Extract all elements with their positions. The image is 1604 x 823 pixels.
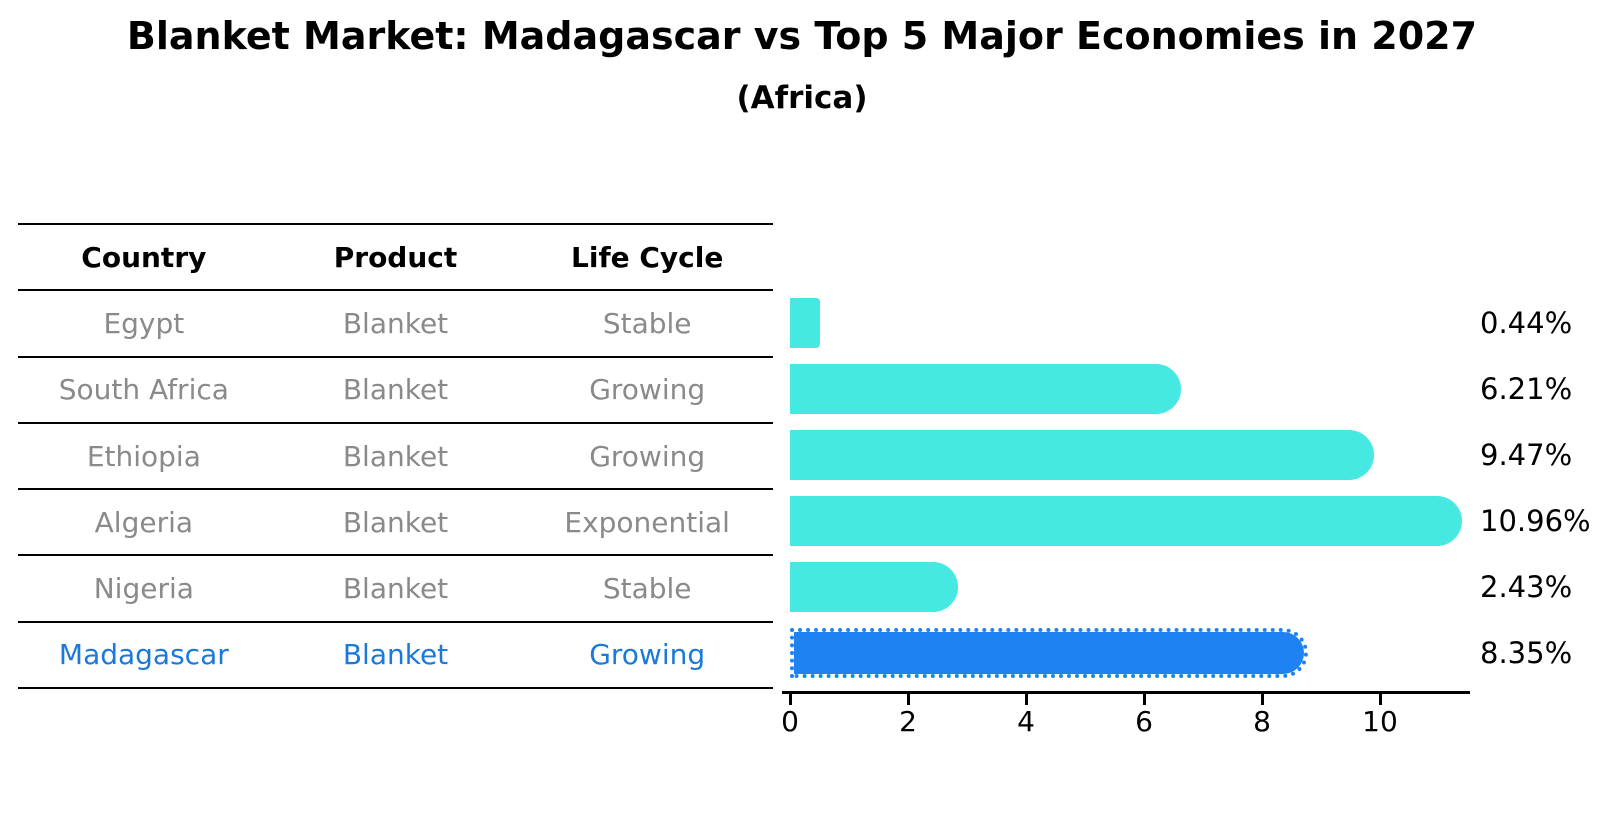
table-row-madagascar: Madagascar Blanket Growing: [18, 620, 773, 687]
table-cell-product: Blanket: [342, 439, 449, 473]
table-body: Egypt Blanket Stable South Africa Blanket Gro…: [18, 289, 773, 687]
chart-title: Blanket Market: Madagascar vs Top 5 Majo…: [126, 14, 1478, 58]
value-label-ethiopia: 9.47%: [1480, 437, 1573, 472]
table-row-algeria: Algeria Blanket Exponential: [18, 488, 773, 554]
x-axis-tick-label-10: 10: [1362, 705, 1398, 738]
table-cell-life-cycle: Growing: [589, 373, 706, 407]
value-label-algeria: 10.96%: [1480, 503, 1591, 538]
table-header-row: Country Product Life Cycle: [18, 223, 773, 289]
value-label-egypt: 0.44%: [1480, 305, 1573, 340]
value-label-south-africa: 6.21%: [1480, 371, 1573, 406]
table-cell-country: South Africa: [58, 373, 229, 407]
country-table: Country Product Life Cycle Egypt Blanket S…: [18, 223, 773, 690]
x-axis-tick-label-2: 2: [899, 705, 917, 738]
bar-ethiopia: [790, 429, 1374, 480]
x-axis-line: [782, 691, 1470, 694]
table-cell-life-cycle: Exponential: [564, 505, 730, 539]
bar-nigeria: [790, 561, 959, 612]
table-row-egypt: Egypt Blanket Stable: [18, 289, 773, 355]
table-row-ethiopia: Ethiopia Blanket Growing: [18, 421, 773, 488]
x-axis-tick-label-6: 6: [1135, 705, 1153, 738]
table-cell-product: Blanket: [342, 572, 449, 606]
table-cell-life-cycle: Growing: [589, 638, 706, 672]
table-cell-country: Nigeria: [93, 572, 194, 606]
x-axis-tick-4: [1024, 694, 1028, 705]
x-axis-tick-label-0: 0: [781, 705, 799, 738]
table-row-nigeria: Nigeria Blanket Stable: [18, 554, 773, 620]
table-header-product: Product: [333, 240, 458, 274]
table-row-south-africa: South Africa Blanket Growing: [18, 355, 773, 422]
x-axis-tick-6: [1142, 694, 1146, 705]
bar-egypt: [790, 297, 820, 348]
bar-south-africa: [790, 363, 1182, 414]
table-cell-life-cycle: Stable: [602, 572, 692, 606]
value-label-madagascar: 8.35%: [1480, 636, 1573, 670]
table-cell-life-cycle: Growing: [589, 439, 706, 473]
x-axis-tick-label-8: 8: [1253, 705, 1271, 738]
x-axis-tick-2: [906, 694, 910, 705]
table-cell-product: Blanket: [342, 373, 449, 407]
table-header-life-cycle: Life Cycle: [571, 240, 724, 274]
value-label-nigeria: 2.43%: [1480, 569, 1573, 604]
x-axis-tick-label-4: 4: [1017, 705, 1035, 738]
chart-subtitle: (Africa): [736, 80, 868, 116]
table-cell-life-cycle: Stable: [602, 306, 692, 340]
table-cell-country: Egypt: [103, 306, 185, 340]
bar-algeria: [790, 495, 1462, 546]
x-axis-tick-10: [1378, 694, 1382, 705]
table-cell-product: Blanket: [342, 505, 449, 539]
x-axis-tick-0: [788, 694, 792, 705]
x-axis-tick-8: [1260, 694, 1264, 705]
bar-madagascar: [790, 628, 1308, 678]
table-cell-product: Blanket: [342, 306, 449, 340]
table-header-country: Country: [81, 240, 207, 274]
table-cell-country: Algeria: [94, 505, 194, 539]
table-cell-country: Ethiopia: [86, 439, 201, 473]
table-cell-product: Blanket: [342, 638, 449, 672]
table-cell-country: Madagascar: [58, 638, 229, 672]
